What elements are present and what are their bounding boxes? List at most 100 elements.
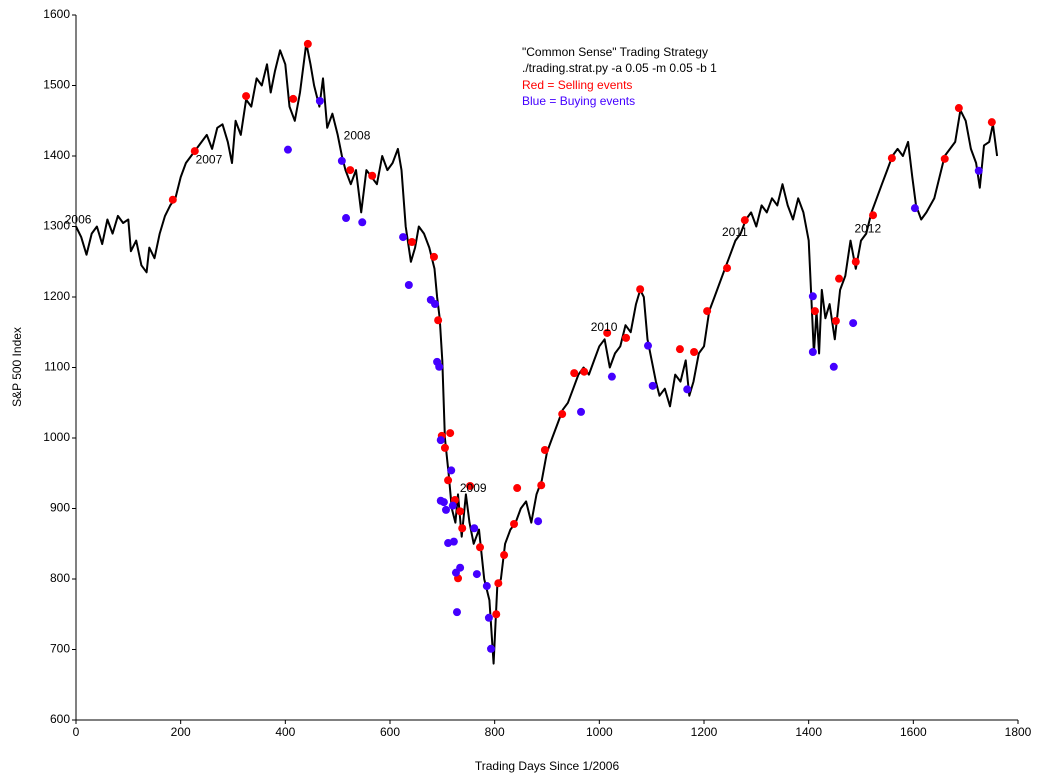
event-dot — [449, 537, 458, 546]
legend-entry: Blue = Buying events — [522, 94, 635, 108]
event-dot — [456, 563, 465, 572]
event-dot — [849, 319, 858, 328]
year-annotation: 2012 — [854, 221, 881, 235]
event-dot — [607, 372, 616, 381]
y-tick-label: 1500 — [43, 78, 70, 92]
event-dot — [456, 507, 465, 516]
event-dot — [441, 505, 450, 514]
x-tick-label: 1600 — [900, 725, 927, 739]
event-dot — [444, 476, 453, 485]
event-dot — [510, 520, 519, 529]
event-dot — [829, 362, 838, 371]
event-dot — [954, 104, 963, 113]
y-tick-label: 600 — [50, 712, 70, 726]
y-tick-label: 1600 — [43, 7, 70, 21]
event-dot — [466, 481, 475, 490]
event-dot — [534, 517, 543, 526]
event-dot — [887, 154, 896, 163]
event-dot — [440, 443, 449, 452]
y-tick-label: 1000 — [43, 430, 70, 444]
x-tick-label: 800 — [485, 725, 505, 739]
y-tick-label: 800 — [50, 571, 70, 585]
event-dot — [513, 484, 522, 493]
event-dot — [303, 39, 312, 48]
event-dot — [315, 97, 324, 106]
event-dot — [910, 204, 919, 213]
event-dot — [190, 147, 199, 156]
event-dot — [740, 216, 749, 225]
event-dot — [703, 307, 712, 316]
year-annotation: 2007 — [196, 152, 223, 166]
event-dot — [644, 341, 653, 350]
event-dot — [537, 481, 546, 490]
y-tick-label: 1100 — [44, 360, 70, 374]
event-dot — [940, 154, 949, 163]
y-tick-label: 1400 — [43, 148, 70, 162]
x-tick-label: 200 — [171, 725, 191, 739]
event-dot — [540, 445, 549, 454]
event-dot — [458, 524, 467, 533]
event-dot — [404, 281, 413, 290]
x-tick-label: 1400 — [795, 725, 822, 739]
event-dot — [337, 156, 346, 165]
event-dot — [974, 166, 983, 175]
x-axis-label: Trading Days Since 1/2006 — [475, 759, 620, 773]
event-dot — [577, 407, 586, 416]
event-dot — [407, 238, 416, 247]
event-dot — [368, 171, 377, 180]
event-dot — [399, 233, 408, 242]
event-dot — [570, 369, 579, 378]
event-dot — [723, 264, 732, 273]
event-dot — [289, 94, 298, 103]
event-dot — [494, 579, 503, 588]
event-dot — [242, 92, 251, 101]
event-dot — [603, 328, 612, 337]
event-dot — [500, 551, 509, 560]
event-dot — [452, 608, 461, 617]
event-dot — [446, 429, 455, 438]
event-dot — [429, 252, 438, 261]
event-dot — [484, 613, 493, 622]
event-dot — [476, 543, 485, 552]
x-tick-label: 600 — [380, 725, 400, 739]
event-dot — [358, 218, 367, 227]
event-dot — [558, 410, 567, 419]
event-dot — [447, 466, 456, 475]
price-line — [75, 42, 999, 665]
year-annotation: 2010 — [591, 320, 618, 334]
chart-title: "Common Sense" Trading Strategy — [522, 45, 708, 59]
event-dot — [810, 307, 819, 316]
legend-entry: Red = Selling events — [522, 78, 632, 92]
event-dot — [851, 257, 860, 266]
event-dot — [439, 498, 448, 507]
event-dot — [342, 214, 351, 223]
y-tick-label: 900 — [50, 501, 70, 515]
x-tick-label: 0 — [73, 725, 80, 739]
x-tick-label: 400 — [275, 725, 295, 739]
y-tick-label: 1300 — [43, 219, 70, 233]
event-dot — [835, 274, 844, 283]
event-dot — [168, 195, 177, 204]
event-dot — [987, 118, 996, 127]
event-dot — [622, 333, 631, 342]
event-dot — [808, 292, 817, 301]
event-dot — [448, 501, 457, 510]
y-axis-label: S&P 500 Index — [10, 327, 24, 407]
year-annotation: 2006 — [65, 212, 92, 226]
x-tick-label: 1200 — [691, 725, 718, 739]
year-annotation: 2011 — [722, 225, 748, 239]
event-dot — [683, 385, 692, 394]
event-dot — [492, 610, 501, 619]
event-dot — [482, 582, 491, 591]
x-tick-label: 1800 — [1005, 725, 1032, 739]
event-dot — [283, 145, 292, 154]
event-dot — [580, 367, 589, 376]
event-dot — [436, 436, 445, 445]
event-dot — [431, 300, 440, 309]
y-tick-label: 700 — [50, 642, 70, 656]
event-dot — [434, 316, 443, 325]
event-dot — [346, 166, 355, 175]
event-dot — [470, 524, 479, 533]
